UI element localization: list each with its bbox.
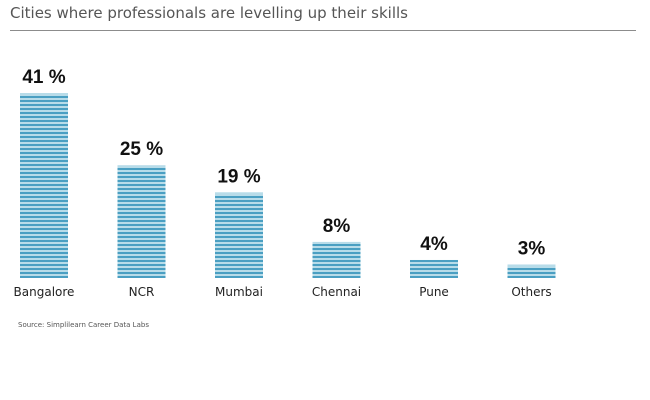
- value-label-others: 3%: [518, 238, 546, 259]
- source-note: Source: Simplilearn Career Data Labs: [18, 321, 149, 329]
- category-label-pune: Pune: [419, 285, 449, 299]
- value-label-ncr: 25 %: [120, 139, 163, 160]
- bar-pune: [410, 259, 458, 278]
- bar-others: [507, 264, 556, 278]
- title-divider: [10, 30, 636, 31]
- category-label-bangalore: Bangalore: [14, 285, 75, 299]
- value-label-bangalore: 41 %: [22, 67, 65, 88]
- bar-bangalore: [20, 93, 68, 278]
- chart-title: Cities where professionals are levelling…: [10, 4, 408, 22]
- category-label-chennai: Chennai: [312, 285, 361, 299]
- bar-mumbai: [215, 192, 263, 278]
- value-label-mumbai: 19 %: [217, 166, 260, 187]
- bar-ncr: [117, 165, 166, 278]
- value-label-pune: 4%: [420, 234, 448, 255]
- value-label-chennai: 8%: [323, 216, 351, 237]
- category-label-others: Others: [511, 285, 551, 299]
- bar-chennai: [312, 241, 361, 278]
- category-label-mumbai: Mumbai: [215, 285, 263, 299]
- category-label-ncr: NCR: [129, 285, 155, 299]
